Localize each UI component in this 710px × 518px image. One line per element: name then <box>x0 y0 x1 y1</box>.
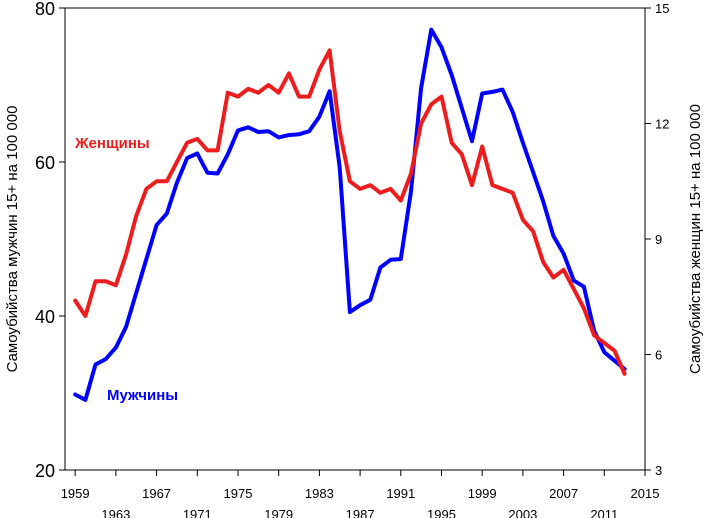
x-tick-label: 2011 <box>590 507 618 518</box>
x-tick-label: 2007 <box>549 486 578 501</box>
x-tick-label: 1971 <box>183 507 212 518</box>
x-tick-label: 2003 <box>508 507 537 518</box>
series-layer <box>73 27 627 402</box>
x-tick-label: 1963 <box>101 507 130 518</box>
x-tick-label: 1975 <box>224 486 253 501</box>
y-axis-right: 3 6 9 12 15 <box>645 1 669 478</box>
men-series-line <box>73 27 627 402</box>
y-right-tick-label: 15 <box>655 1 669 16</box>
y-axis-right-title: Самоубийства женщин 15+ на 100 000 <box>687 104 704 374</box>
x-tick-label: 2015 <box>631 486 660 501</box>
women-series-label: Женщины <box>74 135 150 152</box>
x-tick-label: 1991 <box>386 486 415 501</box>
y-axis-left: 20 40 60 80 <box>35 0 65 481</box>
x-tick-label: 1959 <box>61 486 90 501</box>
y-right-tick-label: 3 <box>655 463 662 478</box>
y-right-tick-label: 6 <box>655 348 662 363</box>
x-tick-label: 1979 <box>264 507 293 518</box>
y-left-tick-label: 60 <box>35 153 55 173</box>
x-tick-label: 1967 <box>142 486 171 501</box>
x-axis: 1959 1963 1967 1971 1975 1979 1983 1987 1991 1995… <box>61 470 660 518</box>
men-series-label: Мужчины <box>107 387 178 404</box>
y-axis-left-title: Самоубийства мужчин 15+ на 100 000 <box>4 106 21 373</box>
x-tick-label: 1995 <box>427 507 456 518</box>
y-right-tick-label: 12 <box>655 117 669 132</box>
y-left-tick-label: 80 <box>35 0 55 19</box>
y-left-tick-label: 40 <box>35 307 55 327</box>
x-tick-label: 1983 <box>305 486 334 501</box>
x-tick-label: 1987 <box>346 507 375 518</box>
y-left-tick-label: 20 <box>35 461 55 481</box>
y-right-tick-label: 9 <box>655 232 662 247</box>
x-tick-label: 1999 <box>468 486 497 501</box>
women-series-line <box>73 48 627 376</box>
